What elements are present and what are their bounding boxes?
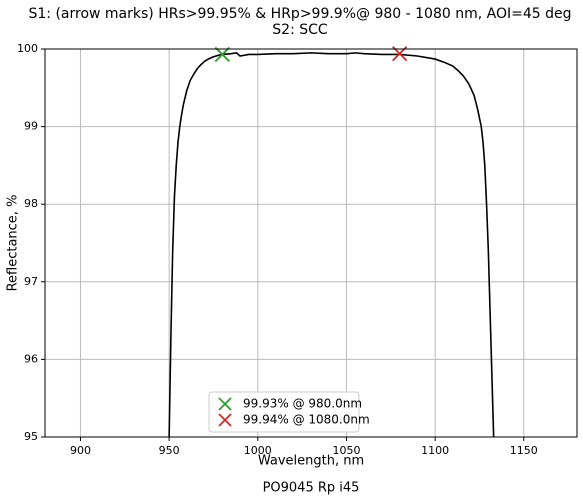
x-tick-label: 1150 <box>510 444 538 457</box>
y-tick-label: 98 <box>24 197 38 210</box>
y-tick-label: 99 <box>24 120 38 133</box>
legend-marker <box>218 413 232 427</box>
x-tick-label: 1100 <box>421 444 449 457</box>
legend-label: 99.94% @ 1080.0nm <box>243 413 370 427</box>
y-axis-label: Reflectance, % <box>6 195 21 292</box>
y-tick-label: 97 <box>24 275 38 288</box>
legend-marker-stroke <box>218 397 232 411</box>
legend: 99.93% @ 980.0nm 99.94% @ 1080.0nm <box>208 391 370 433</box>
y-tick-label: 95 <box>24 430 38 443</box>
footer: PO9045 Rp i45 <box>263 481 360 496</box>
x-axis-label: Wavelength, nm <box>258 454 364 469</box>
x-tick-label: 950 <box>159 444 180 457</box>
x-tick-label: 900 <box>70 444 91 457</box>
y-tick-label: 100 <box>17 42 38 55</box>
legend-marker <box>218 397 232 411</box>
curve <box>168 52 495 437</box>
plot-frame <box>44 48 578 438</box>
x-marker-stroke <box>214 46 230 63</box>
x-tick-label: 1050 <box>332 444 360 457</box>
x-marker <box>214 46 230 63</box>
chart-subtitle: S2: SCC <box>272 22 328 38</box>
x-tick-label: 1000 <box>244 444 272 457</box>
chart-title: S1: (arrow marks) HRs>99.95% & HRp>99.9%… <box>28 6 571 22</box>
legend-label: 99.93% @ 980.0nm <box>243 397 362 411</box>
y-tick-label: 96 <box>24 352 38 365</box>
legend-box <box>208 391 360 433</box>
legend-marker-stroke <box>218 413 232 427</box>
